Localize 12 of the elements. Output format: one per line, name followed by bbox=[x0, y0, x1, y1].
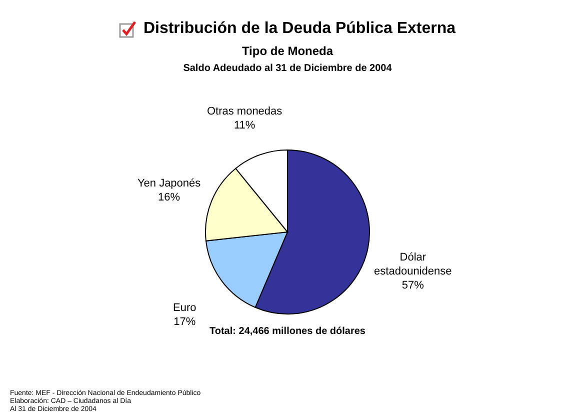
data-label: 57% bbox=[402, 280, 424, 292]
data-label: 17% bbox=[174, 316, 196, 328]
text: Total: 24,466 millones de dólares bbox=[210, 326, 366, 337]
slice-label: Otras monedas bbox=[206, 105, 283, 118]
chart-subtitle: Tipo de Moneda bbox=[240, 44, 334, 58]
slice-label: Euro bbox=[173, 302, 196, 314]
text: Saldo Adeudado al 31 de Diciembre de 2004 bbox=[182, 63, 393, 74]
chart-title: Distribución de la Deuda Pública Externa bbox=[143, 20, 456, 38]
slice-label: Dólar estadounidense bbox=[374, 252, 452, 278]
data-label: 11% bbox=[234, 119, 256, 132]
data-label: 16% bbox=[158, 191, 180, 204]
slice-label: Yen Japonés bbox=[137, 177, 202, 190]
